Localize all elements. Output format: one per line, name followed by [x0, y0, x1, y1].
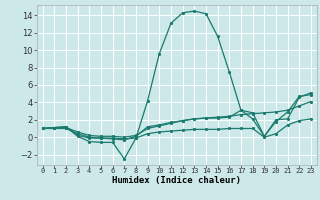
X-axis label: Humidex (Indice chaleur): Humidex (Indice chaleur): [112, 176, 241, 185]
